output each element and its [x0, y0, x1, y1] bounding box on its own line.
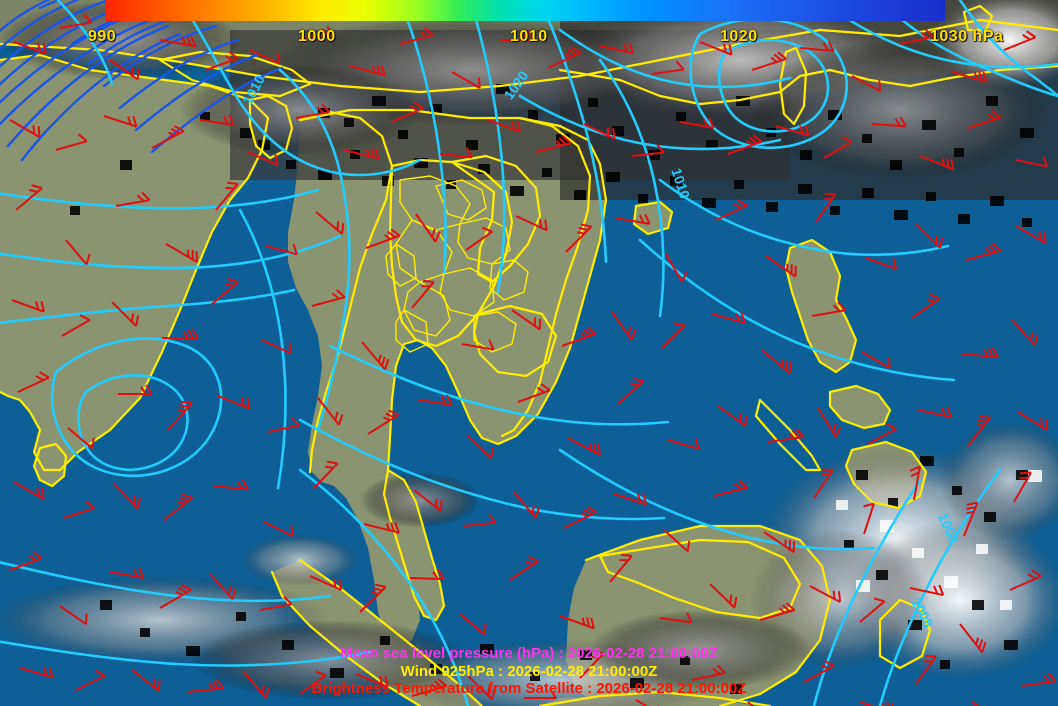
- isobar-1004: [0, 288, 296, 325]
- border-vietnam: [500, 116, 592, 438]
- isobar-east-2: [638, 238, 956, 382]
- isobar-mid-ocean: [328, 344, 670, 426]
- colorbar-tick-990: 990: [88, 28, 117, 45]
- coastline-sri-lanka: [32, 442, 68, 488]
- isobar-closed-india: [50, 337, 223, 478]
- caption-wind: Wind 925hPa : 2026-02-28 21:00:00Z: [400, 662, 658, 680]
- colorbar-tick-1020: 1020: [720, 28, 758, 45]
- isobar-closed-india-inner: [77, 374, 189, 472]
- isobar-ne-3: [958, 0, 1058, 98]
- pressure-colorbar: [105, 0, 945, 21]
- isobar-1008-se: [878, 468, 1002, 706]
- isobar-high-closed: [689, 17, 848, 150]
- isobar-mid-ocean-b: [298, 418, 666, 521]
- border-malaysia-borneo: [598, 538, 802, 620]
- isobar-990: [56, 0, 114, 86]
- landmass-sri-lanka: [34, 444, 66, 486]
- cloud-patch: [590, 610, 810, 690]
- coastline-sumatra: [298, 558, 484, 706]
- coastline-visayas: [828, 384, 892, 430]
- isobar-malay: [298, 468, 470, 706]
- coastline-south-china: [558, 64, 1058, 106]
- isobar-bengal: [238, 208, 287, 490]
- colorbar-tick-1030: 1030 hPa: [930, 28, 1004, 45]
- coastline-sulawesi: [878, 598, 932, 670]
- border-nepal: [158, 50, 312, 98]
- cloud-patch: [940, 420, 1058, 540]
- border-himalaya: [0, 18, 1058, 94]
- isobar-south-1: [0, 640, 372, 667]
- cloud-pixel-blocks: [70, 84, 1034, 694]
- border-myanmar: [298, 110, 394, 474]
- landmass-south-asia: [0, 55, 268, 470]
- isobar-sumatra: [0, 561, 332, 603]
- coastline-mindanao: [844, 440, 928, 510]
- isobar-low-cluster: [0, 0, 284, 162]
- colorbar-tick-1000: 1000: [298, 28, 336, 45]
- isobar-east-long: [658, 178, 950, 257]
- landmass-visayas: [830, 386, 890, 428]
- coastline-taiwan: [778, 46, 808, 126]
- isobar-borneo: [558, 448, 876, 551]
- isobar-1018: [558, 28, 792, 89]
- isobar-1016: [538, 0, 608, 264]
- caption-brightness-temperature: Brightness Temperature from Satellite : …: [311, 680, 747, 698]
- wind-barbs: [5, 12, 1057, 706]
- coastline-java: [538, 690, 772, 706]
- isobar-1020-b: [518, 94, 782, 151]
- coastline-borneo: [584, 524, 832, 706]
- coastline-hainan: [632, 200, 674, 236]
- border-laos: [450, 154, 542, 284]
- province-boundaries-thailand: [385, 175, 529, 353]
- border-cambodia: [472, 304, 558, 378]
- caption-mslp: Mean sea level pressure (hPa) : 2026-02-…: [340, 644, 718, 662]
- isobar-ne-2: [878, 0, 1058, 98]
- coastline-palawan: [754, 398, 822, 472]
- colorbar-tick-1010: 1010: [510, 28, 548, 45]
- coastline-sumatra-east: [270, 570, 422, 706]
- isobar-1010: [178, 0, 422, 177]
- isobar-1008: [0, 188, 320, 210]
- isobar-1014: [468, 0, 506, 294]
- isobar-1012: [398, 0, 447, 274]
- isobar-1008-se-b: [812, 478, 922, 706]
- caption-block: Mean sea level pressure (hPa) : 2026-02-…: [0, 645, 1058, 698]
- isobar-high-inner: [717, 38, 830, 133]
- isobar-1020: [598, 58, 665, 318]
- island-dots: [962, 4, 994, 32]
